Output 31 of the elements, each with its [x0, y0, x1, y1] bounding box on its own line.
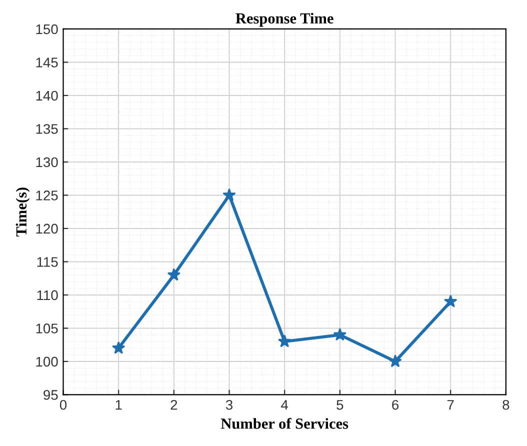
x-tick-label: 3 [226, 400, 232, 410]
y-tick-label: 130 [36, 157, 58, 168]
point [333, 328, 347, 341]
point [167, 268, 181, 281]
point [444, 294, 458, 308]
y-tick-label: 100 [36, 356, 58, 367]
y-tick-label: 140 [36, 90, 58, 101]
y-tick-label: 150 [36, 24, 58, 34]
x-tick-label: 6 [392, 400, 398, 410]
y-tick-label: 115 [37, 257, 58, 267]
x-axis-title: Number of Services [220, 418, 348, 429]
x-tick-label: 0 [60, 400, 67, 410]
y-tick-label: 125 [36, 190, 58, 200]
point [278, 334, 292, 348]
x-tick-label: 4 [281, 400, 288, 410]
x-tick-label: 7 [447, 400, 454, 410]
x-tick-label: 5 [336, 400, 344, 410]
point [388, 354, 402, 368]
y-tick-label: 145 [36, 58, 58, 68]
y-tick-label: 110 [37, 290, 58, 300]
y-axis-title: Time(s) [16, 188, 30, 237]
chart-title: Response Time [236, 12, 334, 27]
x-tick-label: 2 [170, 400, 178, 410]
y-tick-label: 95 [44, 390, 58, 400]
x-tick-label: 8 [502, 400, 510, 410]
point [222, 188, 236, 201]
point [112, 341, 126, 354]
y-tick-label: 120 [36, 224, 58, 234]
x-tick-label: 1 [116, 400, 122, 410]
y-tick-label: 105 [36, 324, 58, 334]
y-tick-label: 135 [36, 124, 58, 134]
